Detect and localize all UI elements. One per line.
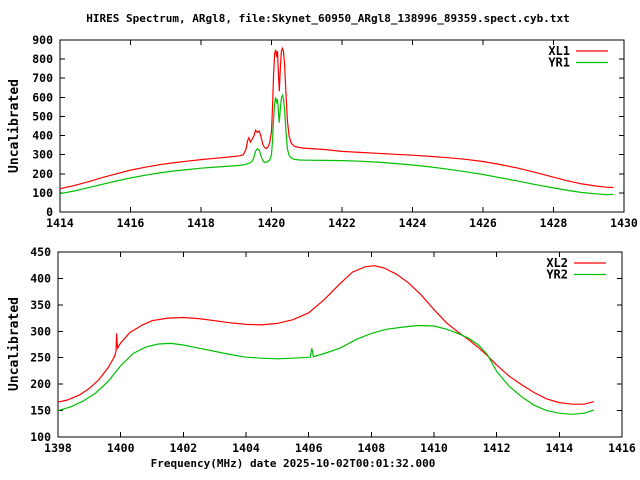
x-tick-label: 1424: [399, 216, 427, 230]
y-tick-label: 450: [30, 245, 51, 259]
y-tick-label: 400: [30, 271, 51, 285]
bottom-plot-ylabel: Uncalibrated: [7, 297, 22, 391]
x-tick-label: 1420: [258, 216, 286, 230]
y-tick-label: 100: [30, 430, 51, 444]
plot-border: [59, 39, 625, 213]
series-line-XL2: [57, 265, 594, 405]
top-plot-ylabel: Uncalibrated: [7, 79, 22, 173]
x-tick-label: 1414: [545, 441, 573, 455]
x-tick-label: 1412: [483, 441, 511, 455]
series-line-YR2: [57, 324, 594, 415]
series-line-XL1: [59, 46, 614, 190]
y-tick-label: 500: [32, 109, 53, 123]
y-tick-label: 250: [30, 351, 51, 365]
y-tick-label: 100: [32, 186, 53, 200]
chart-title: HIRES Spectrum, ARgl8, file:Skynet_60950…: [86, 12, 569, 25]
x-axis-label: Frequency(MHz) date 2025-10-02T00:01:32.…: [151, 457, 436, 470]
x-tick-label: 1430: [610, 216, 638, 230]
x-tick-label: 1410: [420, 441, 448, 455]
y-tick-label: 300: [30, 324, 51, 338]
y-tick-label: 150: [30, 404, 51, 418]
x-tick-label: 1416: [117, 216, 145, 230]
y-tick-label: 0: [46, 205, 53, 219]
x-tick-label: 1426: [469, 216, 497, 230]
y-tick-label: 200: [32, 167, 53, 181]
x-tick-label: 1418: [187, 216, 215, 230]
x-tick-label: 1406: [295, 441, 323, 455]
y-tick-label: 700: [32, 71, 53, 85]
x-tick-label: 1414: [46, 216, 74, 230]
x-tick-label: 1400: [107, 441, 135, 455]
x-tick-label: 1422: [328, 216, 356, 230]
legend-label-YR1: YR1: [548, 56, 570, 70]
y-tick-label: 400: [32, 129, 53, 143]
bottom-plot-area: 1398 1400 1402 1404 1406 1408 1410 1412 1414 1416…: [30, 245, 636, 455]
x-tick-label: 1404: [232, 441, 260, 455]
series-line-YR1: [59, 93, 614, 196]
y-tick-label: 600: [32, 90, 53, 104]
plot-border: [57, 251, 623, 438]
y-tick-label: 200: [30, 377, 51, 391]
x-tick-label: 1398: [44, 441, 72, 455]
x-tick-label: 1428: [540, 216, 568, 230]
legend-label-YR2: YR2: [546, 268, 568, 282]
y-tick-label: 800: [32, 52, 53, 66]
y-tick-label: 900: [32, 33, 53, 47]
top-plot-area: 1414 1416 1418 1420 1422 1424 1426 1428 1430 0 100…: [32, 33, 638, 230]
x-tick-label: 1408: [357, 441, 385, 455]
y-tick-label: 350: [30, 298, 51, 312]
legend-label-XL1: XL1: [548, 44, 570, 58]
legend-label-XL2: XL2: [546, 256, 568, 270]
x-tick-label: 1416: [608, 441, 636, 455]
y-tick-label: 300: [32, 148, 53, 162]
x-tick-label: 1402: [169, 441, 197, 455]
